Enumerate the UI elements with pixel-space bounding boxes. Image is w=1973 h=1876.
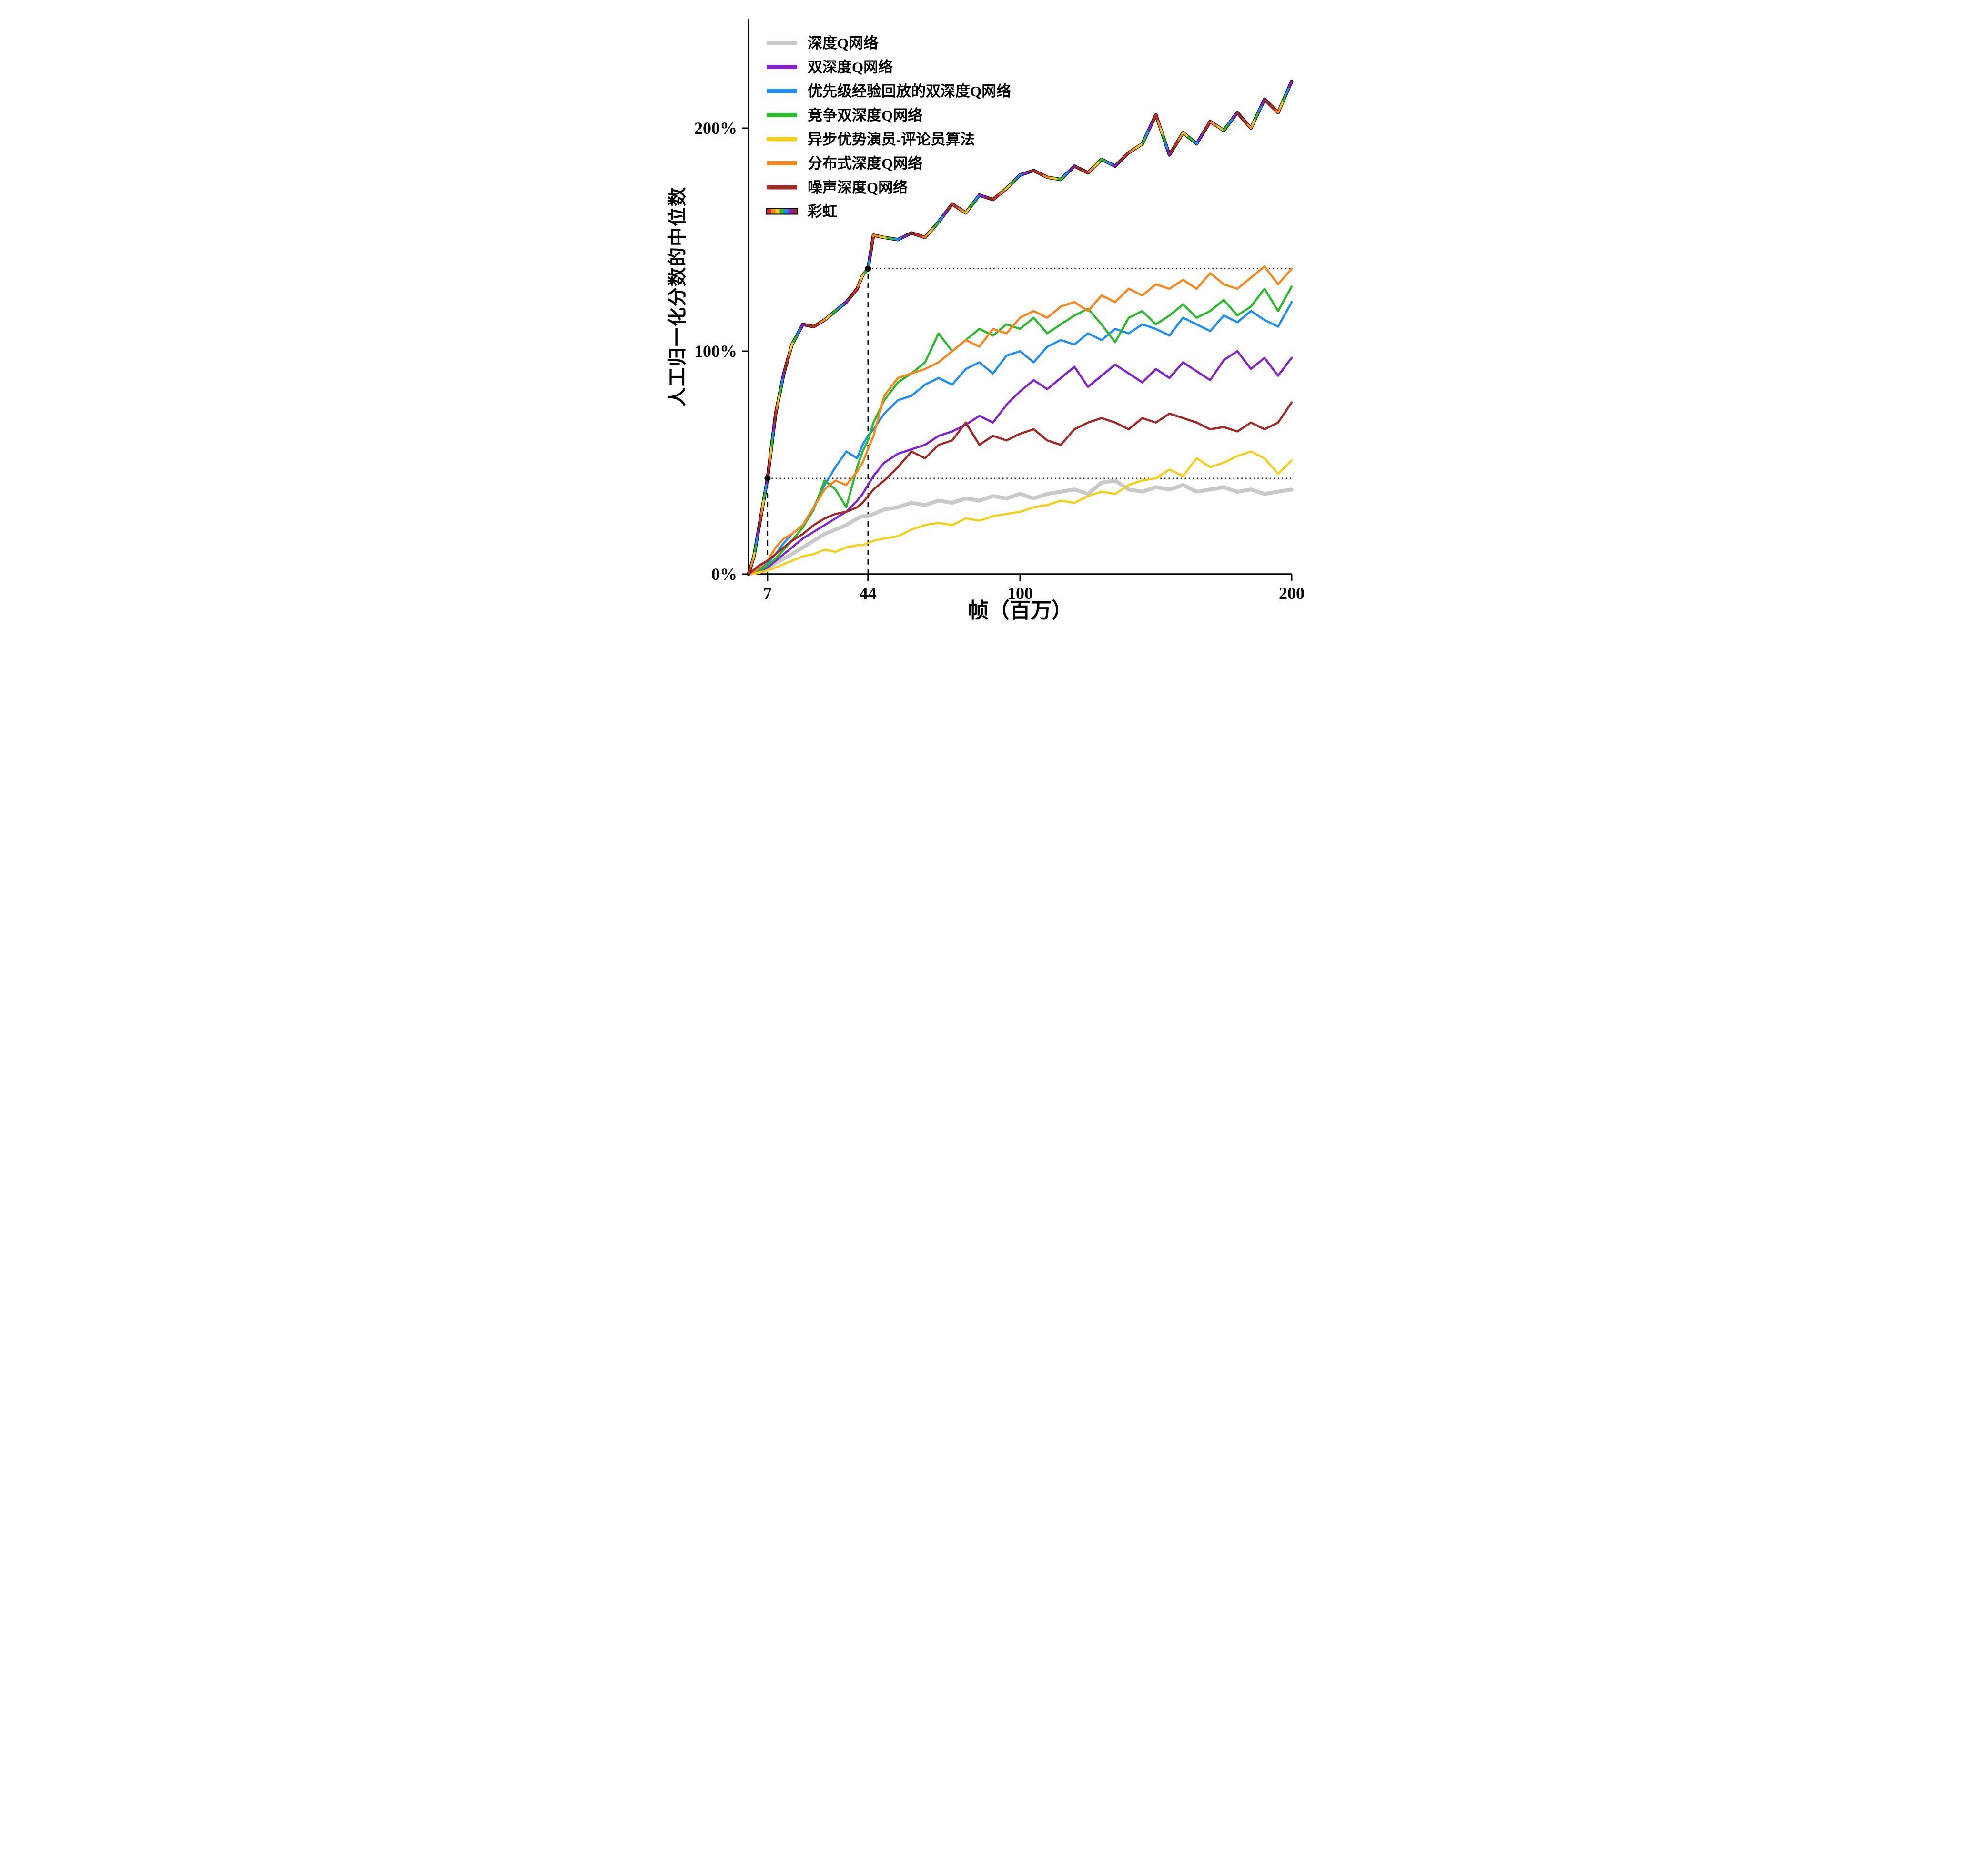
legend-item-a3c: 异步优势演员-评论员算法	[766, 131, 975, 148]
series-rainbow	[747, 81, 1293, 575]
series-rainbow	[747, 81, 1293, 575]
chart-figure: 0% 100% 200% 7 44 100 200 深度Q网络双深度Q网络优先级经验回放的双深…	[658, 0, 1315, 625]
legend-item-rainbow: 彩虹	[766, 203, 837, 220]
legend-swatch-prioritized-ddqn	[766, 89, 797, 93]
series-a3c	[747, 450, 1293, 576]
y-axis-label: 人工归一化分数的中位数	[667, 186, 688, 406]
series-double-dqn	[747, 350, 1293, 576]
x-tick-label: 100	[1007, 584, 1033, 603]
legend-label-distributional-dqn: 分布式深度Q网络	[808, 155, 922, 172]
legend-item-double-dqn: 双深度Q网络	[766, 59, 893, 76]
legend-swatch-noisy-dqn	[766, 185, 797, 190]
series-dqn	[746, 478, 1294, 576]
x-axis-label: 帧（百万）	[968, 599, 1073, 622]
legend-item-prioritized-ddqn: 优先级经验回放的双深度Q网络	[766, 83, 1011, 100]
legend-label-a3c: 异步优势演员-评论员算法	[808, 131, 975, 148]
series-distributional-dqn	[747, 265, 1293, 576]
annotation-dot	[864, 265, 871, 272]
x-tick-label: 200	[1279, 584, 1305, 603]
legend-swatch-dqn	[766, 41, 797, 45]
legend-label-dueling-ddqn: 竞争双深度Q网络	[808, 107, 922, 124]
x-tick-label: 44	[859, 584, 876, 603]
legend-item-distributional-dqn: 分布式深度Q网络	[766, 155, 922, 172]
legend-swatch-a3c	[766, 137, 797, 142]
chart-canvas: 0% 100% 200% 7 44 100 200 深度Q网络双深度Q网络优先级经验回放的双深…	[667, 19, 1305, 622]
legend-label-dqn: 深度Q网络	[808, 35, 878, 51]
legend-item-dqn: 深度Q网络	[766, 35, 878, 51]
series-rainbow	[747, 81, 1293, 575]
x-tick-label: 7	[763, 584, 771, 603]
legend-label-rainbow: 彩虹	[808, 203, 837, 220]
y-tick-label: 100%	[694, 342, 737, 361]
legend-item-dueling-ddqn: 竞争双深度Q网络	[766, 107, 922, 124]
legend-swatch-double-dqn	[766, 65, 797, 69]
series-dueling-ddqn	[747, 285, 1293, 576]
legend-swatch-rainbow	[766, 208, 798, 215]
legend-label-double-dqn: 双深度Q网络	[808, 59, 893, 76]
legend-swatch-distributional-dqn	[766, 161, 797, 165]
y-tick-label: 0%	[711, 565, 737, 584]
legend-label-prioritized-ddqn: 优先级经验回放的双深度Q网络	[808, 83, 1011, 100]
series-noisy-dqn	[747, 401, 1293, 576]
y-tick-label: 200%	[694, 119, 737, 138]
legend-label-noisy-dqn: 噪声深度Q网络	[808, 179, 908, 196]
legend-item-noisy-dqn: 噪声深度Q网络	[766, 179, 908, 196]
annotation-dot	[764, 475, 770, 482]
legend-swatch-dueling-ddqn	[766, 113, 797, 117]
